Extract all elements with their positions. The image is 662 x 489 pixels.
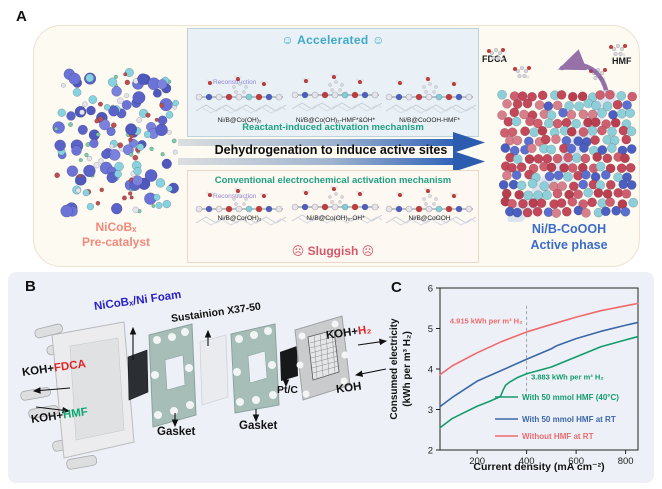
gasket-2-label: Gasket (239, 420, 278, 432)
structure-label: Ni/B@CoOOH-HMF* (399, 117, 460, 124)
consumed-electricity-chart: 200 400 600 800 2 3 4 5 6 4.915 kWh per m³ H₂ 3.88… (389, 284, 639, 473)
active-phase-name: Ni/B-CoOOH (531, 222, 607, 236)
gasket-2 (230, 323, 280, 414)
ptc-label: Pt/C (277, 384, 298, 396)
smiley-icon: ☺ (281, 33, 294, 47)
structure-label: Ni/B@Co(OH)₂ (217, 215, 262, 222)
molecule-structure (385, 75, 476, 114)
pre-catalyst-name: NiCoBₓ (95, 220, 137, 234)
svg-text:With 50 mmol HMF (40°C): With 50 mmol HMF (40°C) (522, 393, 619, 402)
pre-catalyst-cluster (52, 67, 179, 218)
svg-text:3: 3 (428, 405, 433, 416)
pre-catalyst-subtitle: Pre-catalyst (81, 235, 151, 249)
electrode-plate (127, 349, 149, 401)
accelerated-header: ☺ Accelerated ☺ (188, 33, 478, 47)
reconstruction-label: Reconstruction (213, 79, 257, 86)
molecule-structure (195, 187, 286, 226)
conventional-mechanism-label: Conventional electrochemical activation … (214, 175, 452, 186)
h2-text: H₂ (357, 323, 373, 338)
svg-text:200: 200 (469, 456, 485, 467)
structure-label: Ni/B@CoOOH (408, 215, 451, 222)
svg-text:Consumed electricity: Consumed electricity (389, 318, 400, 420)
frowny-icon: ☹ (291, 244, 305, 258)
structure-label: Ni/B@Co(OH)₂ (217, 117, 262, 124)
end-plate-right (294, 315, 351, 401)
molecule-structure (385, 187, 476, 226)
svg-text:(kWh per m³ H₂): (kWh per m³ H₂) (402, 331, 413, 407)
accelerated-title: Accelerated (297, 33, 369, 47)
svg-text:Current density (mA cm⁻²): Current density (mA cm⁻²) (473, 461, 604, 473)
membrane-sheet (199, 334, 229, 406)
svg-text:5: 5 (428, 324, 433, 335)
electrolyzer-assembly (20, 315, 388, 470)
smiley-icon: ☺ (372, 33, 385, 47)
svg-text:400: 400 (519, 456, 535, 467)
svg-text:4.915 kWh per m³ H₂: 4.915 kWh per m³ H₂ (450, 317, 523, 326)
annotation-arrows (32, 326, 388, 428)
molecule-structure (195, 75, 286, 114)
active-phase-subtitle: Active phase (530, 237, 608, 252)
ptc-plate (280, 346, 298, 381)
conventional-mechanism-box: Conventional electrochemical activation … (187, 170, 479, 263)
pre-catalyst-label: NiCoBₓ Pre-catalyst (52, 220, 180, 250)
accelerated-mechanism-box: ☺ Accelerated ☺ Reconstruction Ni/B@Co(O… (187, 28, 479, 137)
structure-label: Ni/B@Co(OH)₂-OH* (306, 215, 365, 222)
hmf-to-fdca-reaction (487, 43, 627, 93)
panel-b-label: B (25, 278, 36, 295)
svg-text:With 50 mmol HMF at RT: With 50 mmol HMF at RT (522, 415, 616, 424)
hmf-label: HMF (612, 56, 632, 66)
svg-text:4: 4 (428, 365, 433, 376)
panel-c-label: C (391, 279, 402, 296)
dehydrogenation-arrows (178, 132, 485, 172)
svg-text:3.883 kWh per m³ H₂: 3.883 kWh per m³ H₂ (531, 373, 604, 382)
svg-text:6: 6 (428, 284, 433, 295)
frowny-icon: ☹ (361, 244, 375, 258)
svg-text:2: 2 (428, 446, 433, 457)
gasket-1-label: Gasket (157, 426, 196, 438)
molecule-structure (291, 185, 382, 224)
active-phase-label: Ni/B-CoOOH Active phase (498, 222, 640, 253)
active-phase-cluster (497, 90, 639, 222)
reconstruction-label: Reconstruction (213, 193, 257, 200)
svg-text:Without HMF at RT: Without HMF at RT (522, 432, 594, 441)
gasket-1 (148, 323, 197, 428)
dehydrogenation-text: Dehydrogenation to induce active sites (214, 143, 448, 157)
svg-text:600: 600 (568, 456, 584, 467)
svg-text:800: 800 (618, 456, 634, 467)
sluggish-title: Sluggish (307, 244, 359, 258)
reactant-mechanism-label: Reactant-induced activation mechanism (242, 122, 424, 133)
molecule-structure (291, 73, 382, 112)
structure-label: Ni/B@Co(OH)₂-HMF*&OH* (295, 117, 376, 124)
panel-a-label: A (16, 8, 27, 25)
sluggish-footer: ☹ Sluggish ☹ (188, 244, 478, 258)
